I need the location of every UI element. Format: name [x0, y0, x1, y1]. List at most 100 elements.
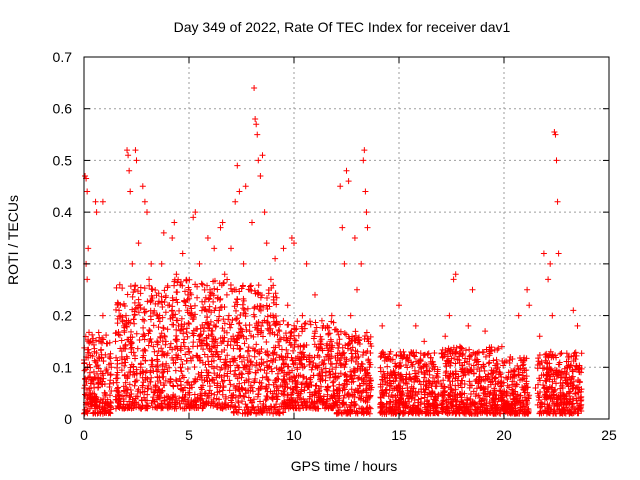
data-point: [173, 296, 180, 303]
data-point: [458, 407, 465, 414]
data-point: [99, 381, 106, 388]
data-point: [301, 325, 308, 332]
data-point: [124, 389, 131, 396]
data-point: [155, 315, 162, 322]
data-point: [447, 359, 454, 366]
data-point: [202, 294, 209, 301]
data-point: [251, 379, 258, 386]
data-point: [157, 379, 164, 386]
data-point: [321, 405, 328, 412]
data-point: [466, 353, 473, 360]
data-point: [90, 368, 97, 375]
data-point: [442, 369, 449, 376]
data-point: [255, 157, 262, 164]
data-point: [236, 404, 243, 411]
data-point: [461, 380, 468, 387]
data-point: [113, 375, 120, 382]
data-point: [280, 334, 287, 341]
data-point: [275, 326, 282, 333]
data-point: [211, 277, 218, 284]
data-point: [402, 375, 409, 382]
data-point: [130, 368, 137, 375]
data-point: [221, 271, 228, 278]
data-point: [161, 332, 168, 339]
data-point: [158, 404, 165, 411]
data-point: [344, 410, 351, 417]
data-point: [418, 365, 425, 372]
data-point: [238, 332, 245, 339]
data-point: [288, 392, 295, 399]
data-point: [156, 393, 163, 400]
y-tick-label: 0.5: [53, 152, 73, 168]
data-point: [397, 353, 404, 360]
data-point: [94, 357, 101, 364]
data-point: [118, 337, 125, 344]
data-point: [421, 338, 428, 345]
data-point: [137, 370, 144, 377]
data-point: [345, 178, 352, 185]
data-point: [173, 317, 180, 324]
data-point: [262, 349, 269, 356]
data-point: [264, 318, 271, 325]
data-point: [153, 396, 160, 403]
data-point: [211, 245, 218, 252]
data-point: [395, 406, 402, 413]
data-point: [244, 357, 251, 364]
data-point: [317, 383, 324, 390]
data-point: [312, 383, 319, 390]
data-point: [328, 353, 335, 360]
data-point: [392, 360, 399, 367]
data-point: [258, 356, 265, 363]
data-point: [240, 260, 247, 267]
data-point: [427, 354, 434, 361]
data-point: [150, 309, 157, 316]
data-point: [225, 312, 232, 319]
data-point: [337, 183, 344, 190]
data-point: [113, 354, 120, 361]
data-point: [324, 391, 331, 398]
data-point: [410, 404, 417, 411]
data-point: [466, 361, 473, 368]
data-point: [207, 318, 214, 325]
data-point: [168, 308, 175, 315]
data-point: [258, 322, 265, 329]
data-point: [231, 337, 238, 344]
data-point: [419, 409, 426, 416]
y-tick-label: 0: [64, 411, 72, 427]
data-point: [467, 391, 474, 398]
data-point: [358, 409, 365, 416]
data-point: [408, 383, 415, 390]
data-point: [186, 401, 193, 408]
data-point: [361, 336, 368, 343]
data-point: [165, 302, 171, 309]
data-point: [463, 401, 470, 408]
data-point: [347, 312, 354, 319]
data-point: [227, 341, 234, 348]
data-point: [210, 298, 217, 305]
data-point: [247, 382, 254, 389]
data-point: [334, 328, 341, 335]
data-point: [154, 389, 161, 396]
data-point: [137, 389, 144, 396]
data-point: [95, 409, 102, 416]
data-point: [129, 293, 136, 300]
data-point: [154, 402, 161, 409]
data-point: [92, 359, 99, 366]
data-point: [397, 359, 404, 366]
data-point: [389, 356, 396, 363]
data-point: [161, 352, 168, 359]
data-point: [364, 348, 371, 355]
data-point: [124, 323, 131, 330]
data-point: [431, 409, 438, 416]
data-point: [412, 392, 419, 399]
data-point: [340, 394, 347, 401]
data-point: [181, 336, 188, 343]
data-point: [301, 342, 308, 349]
data-point: [416, 409, 423, 416]
data-point: [144, 298, 151, 305]
data-point: [103, 367, 110, 374]
data-point: [217, 404, 224, 411]
data-point: [286, 402, 293, 409]
data-point: [365, 356, 372, 363]
data-point: [424, 391, 431, 398]
